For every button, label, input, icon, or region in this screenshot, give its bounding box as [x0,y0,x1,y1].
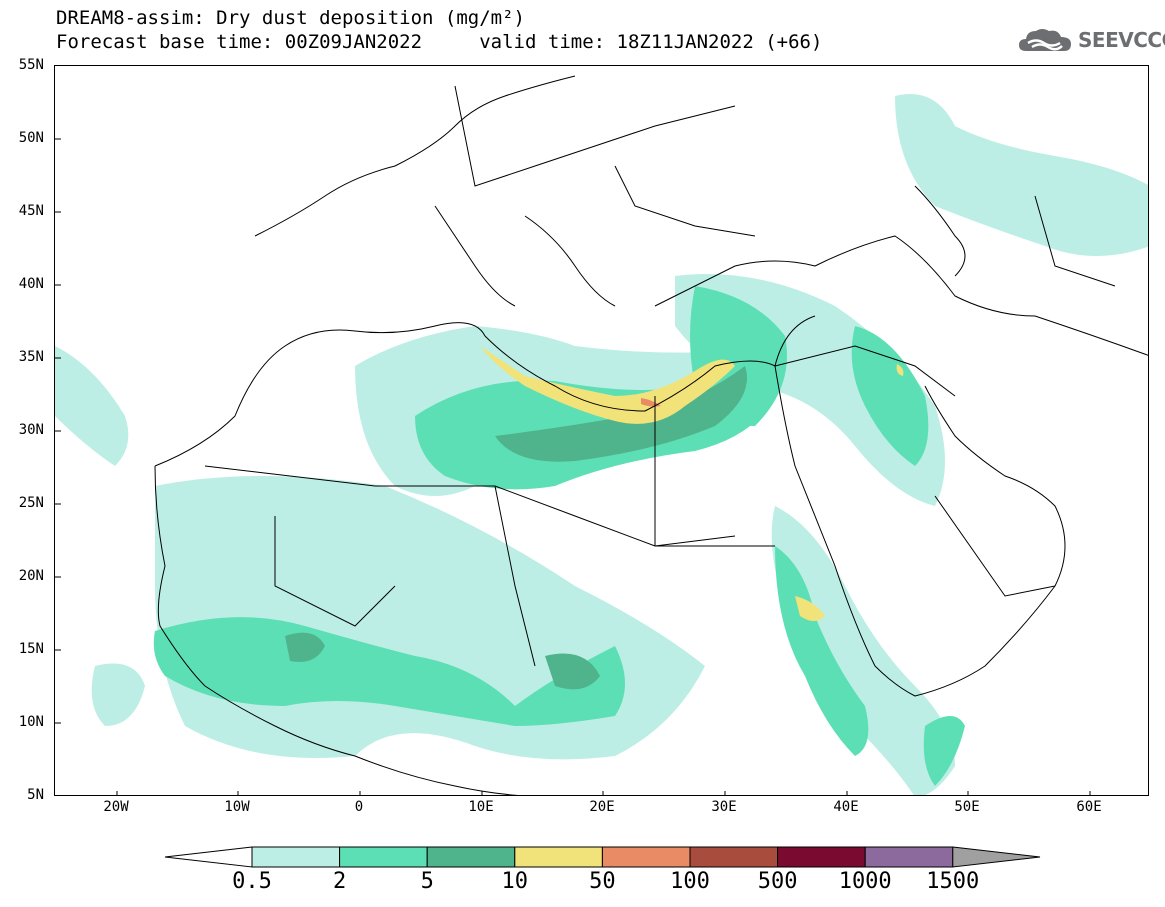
border [774,345,956,397]
dust-region [480,346,735,424]
lon-label: 50E [954,799,980,815]
colorbar-label: 100 [670,869,710,894]
dust-region [495,366,747,462]
dust-region [851,326,929,466]
lat-label: 40N [18,276,44,292]
dust-region [895,94,1148,256]
colorbar-label: 50 [589,869,616,894]
country-borders [154,75,1148,795]
dust-region [641,398,661,407]
logo-text: SEEVCCC [1078,28,1165,52]
border [454,85,736,187]
dust-region [795,596,825,621]
colorbar-cell-above [952,846,1041,868]
coastline [154,465,519,795]
dust-region [771,506,955,795]
colorbar-cell [864,846,954,868]
dust-region [285,632,325,662]
dust-deposition-fill [55,94,1148,795]
lon-label: 40E [833,799,859,815]
colorbar-label: 2 [332,869,347,894]
lat-label: 55N [18,57,44,73]
map-subtitle: Forecast base time: 00Z09JAN2022 valid t… [56,31,823,53]
colorbar-label: 5 [420,869,434,894]
logo: SEEVCCC [1018,24,1165,56]
coastline [774,365,1066,697]
lat-label: 10N [18,714,44,730]
lat-label: 5N [27,787,44,803]
dust-region [55,346,129,466]
colorbar-cell [689,846,779,868]
colorbar-cell [601,846,691,868]
lat-label: 30N [18,422,44,438]
colorbar-cell [251,846,341,868]
map-area [54,65,1149,796]
lon-label: 20W [103,799,129,815]
coastline [254,75,576,237]
border [934,495,1056,597]
colorbar-label: 0.5 [232,869,272,894]
coastline [154,315,816,467]
dust-region [545,653,600,690]
dust-region [153,617,625,726]
lat-label: 25N [18,495,44,511]
lon-label: 10E [468,799,494,815]
lon-label: 30E [711,799,737,815]
lon-label: 60E [1076,799,1102,815]
coastline [524,215,616,307]
map-title: DREAM8-assim: Dry dust deposition (mg/m²… [56,7,525,29]
colorbar-cell [426,846,516,868]
colorbar-cell-below [164,846,253,868]
colorbar-label: 1000 [838,869,892,894]
border [204,465,736,547]
lat-label: 20N [18,568,44,584]
lon-label: 0 [354,799,364,815]
border [654,396,775,547]
map-grid-ticks [55,138,1091,795]
colorbar-label: 1500 [926,869,980,894]
colorbar-label: 10 [501,869,529,894]
border [494,485,536,667]
lat-label: 35N [18,349,44,365]
lon-label: 20E [589,799,615,815]
lon-label: 10W [224,799,250,815]
dust-region [91,663,145,726]
colorbar-label: 500 [757,869,798,894]
lat-label: 15N [18,641,44,657]
colorbar-cell [339,846,428,868]
coastline [914,185,966,277]
colorbar-cell [777,846,866,868]
colorbar-cell [514,846,603,868]
dust-region [923,716,965,786]
border [614,165,756,237]
colorbar [164,846,1041,868]
dust-region [896,364,904,376]
lat-label: 50N [18,130,44,146]
cloud-icon [1019,29,1071,51]
coastline [434,205,516,307]
lat-label: 45N [18,203,44,219]
coastline [654,235,1148,356]
border [1034,195,1116,287]
border [274,516,396,627]
